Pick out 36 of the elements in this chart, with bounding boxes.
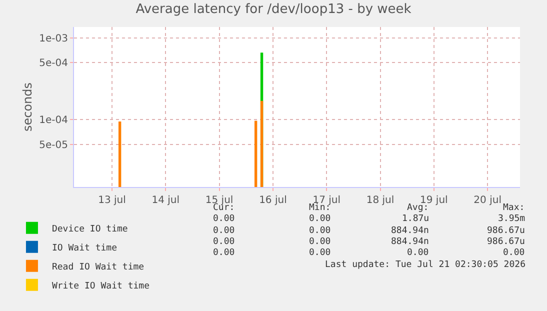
text: 0.00 (213, 237, 235, 247)
text: 0.00 (309, 237, 331, 247)
text: 0.00 (309, 248, 331, 258)
text: Cur: (213, 203, 235, 213)
text: 884.94n (391, 226, 429, 236)
text: 0.00 (213, 248, 235, 258)
chart-title: Average latency for /dev/loop13 - by week (136, 2, 412, 18)
text: 986.67u (487, 237, 525, 247)
legend-label: Write IO Wait time (52, 281, 150, 292)
legend-label: IO Wait time (52, 243, 118, 254)
text: Avg: (407, 203, 429, 213)
text: 0.00 (213, 214, 235, 224)
text: Max: (503, 203, 525, 213)
text: 0.00 (503, 248, 525, 258)
text: 0.00 (213, 226, 235, 236)
x-tick-label: 19 jul (420, 195, 448, 206)
text: 0.00 (309, 226, 331, 236)
text: 1.87u (402, 214, 430, 224)
x-tick-label: 20 jul (474, 195, 502, 206)
x-tick-label: 16 jul (259, 195, 287, 206)
legend-label: Device IO time (52, 224, 128, 234)
text: 0.00 (407, 248, 429, 258)
text: 0.00 (309, 214, 331, 224)
y-axis-title: seconds (20, 82, 34, 132)
text: 3.95m (498, 214, 526, 224)
y-tick-label: 1e-04 (39, 115, 68, 126)
text: 884.94n (391, 237, 429, 247)
text: Last update: Tue Jul 21 02:30:05 2026 (325, 260, 526, 270)
y-tick-label: 1e-03 (39, 33, 68, 44)
legend-label: Read IO Wait time (52, 262, 144, 272)
text: 986.67u (487, 226, 525, 236)
x-tick-label: 18 jul (366, 195, 394, 206)
x-tick-label: 13 jul (98, 195, 126, 206)
y-tick-label: 5e-04 (39, 58, 68, 70)
x-tick-label: 14 jul (152, 195, 180, 206)
y-tick-label: 5e-05 (39, 140, 68, 151)
